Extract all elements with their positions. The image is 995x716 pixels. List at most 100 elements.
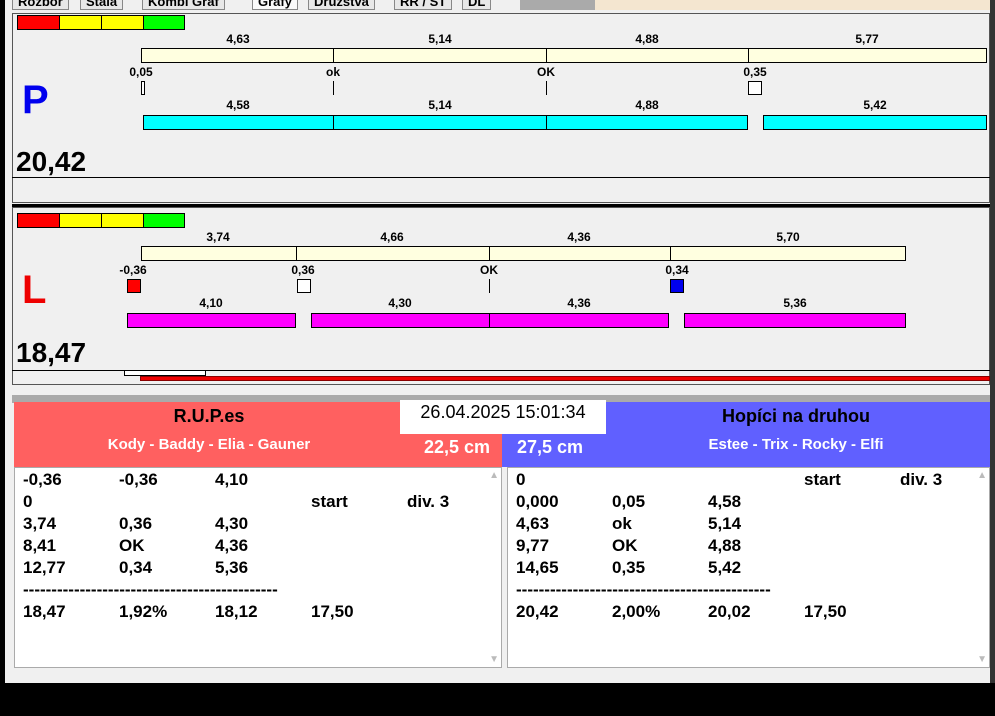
run-bar	[143, 115, 748, 130]
run-label: 5,36	[783, 296, 807, 310]
result-cell: 17,50	[311, 602, 354, 621]
top-label: 4,63	[226, 32, 250, 46]
top-label: 4,88	[635, 32, 659, 46]
run-label: 5,42	[863, 98, 887, 112]
result-cell: 2,00%	[612, 602, 661, 621]
result-cell: 14,65	[516, 558, 559, 577]
run-label: 4,58	[226, 98, 250, 112]
rating-segment	[101, 15, 144, 30]
result-cell: 0,000	[516, 492, 559, 511]
result-cell: 18,47	[23, 602, 66, 621]
diff-label: 0,05	[129, 65, 153, 79]
result-cell: 0	[516, 470, 526, 489]
result-cell: 0	[23, 492, 33, 511]
bar-divider	[333, 49, 334, 62]
result-cell: 0,35	[612, 558, 646, 577]
team-right-header: Hopíci na druhou Estee - Trix - Rocky - …	[502, 402, 990, 467]
bar-divider	[296, 247, 297, 260]
team-right-results[interactable]: ▲ ▼ 0 start div. 3 0,000 0,05 4,58 4,63 ok 5,14 9,7…	[507, 467, 990, 668]
result-cell: div. 3	[900, 470, 943, 489]
ok-tick	[333, 81, 334, 95]
team-left-results[interactable]: ▲ ▼ -0,36 -0,36 4,10 0 start div. 3 3,74 0,36 4,30…	[14, 467, 502, 668]
diff-marker	[141, 81, 145, 95]
tab-3[interactable]: Grafy	[252, 0, 298, 10]
team-name: R.U.P.es	[173, 406, 245, 426]
run-label: 4,88	[635, 98, 659, 112]
result-cell: OK	[612, 536, 638, 555]
result-cell: 5,36	[215, 558, 249, 577]
result-cell: 4,58	[708, 492, 742, 511]
diff-marker	[748, 81, 762, 95]
tabstrip-gap	[520, 0, 595, 10]
tab-1[interactable]: Stala	[80, 0, 124, 10]
team-height: 22,5 cm	[423, 437, 490, 457]
lane-p-total: 20,42	[16, 146, 87, 177]
run-bar	[684, 313, 906, 328]
diff-label: ok	[325, 65, 341, 79]
progress-bar	[140, 376, 990, 381]
result-cell: 0,34	[119, 558, 153, 577]
bar-divider	[333, 116, 334, 129]
top-label: 3,74	[206, 230, 230, 244]
ok-tick	[489, 279, 490, 293]
top-label: 4,36	[567, 230, 591, 244]
bar-divider	[546, 116, 547, 129]
rating-segment	[59, 213, 102, 228]
result-cell: 20,42	[516, 602, 559, 621]
lane-l-panel	[12, 207, 990, 385]
diff-label: -0,36	[119, 263, 147, 277]
team-name: Hopíci na druhou	[722, 406, 870, 426]
result-cell: ok	[612, 514, 632, 533]
tab-2[interactable]: Kombi Graf	[142, 0, 225, 10]
diff-label: 0,35	[743, 65, 767, 79]
run-label: 5,14	[428, 98, 452, 112]
diff-label: OK	[537, 65, 555, 79]
tab-0[interactable]: Rozbor	[12, 0, 69, 10]
divider	[12, 204, 990, 207]
result-cell: 0,36	[119, 514, 153, 533]
top-label: 5,70	[776, 230, 800, 244]
rating-segment	[17, 213, 60, 228]
result-cell: ----------------------------------------…	[23, 580, 278, 599]
lane-l-total: 18,47	[16, 337, 87, 368]
result-cell: 3,74	[23, 514, 57, 533]
rating-segment	[101, 213, 144, 228]
diff-label: 0,34	[665, 263, 689, 277]
top-label: 4,66	[380, 230, 404, 244]
result-cell: start	[804, 470, 841, 489]
rating-segment	[17, 15, 60, 30]
result-cell: 4,88	[708, 536, 742, 555]
run-label: 4,36	[567, 296, 591, 310]
bar-divider	[748, 49, 749, 62]
reference-bar	[141, 48, 987, 63]
tab-6[interactable]: DL	[462, 0, 492, 10]
result-cell: ----------------------------------------…	[516, 580, 771, 599]
tab-5[interactable]: RR / ST	[394, 0, 453, 10]
tabstrip-bg	[595, 0, 990, 10]
result-cell: 4,36	[215, 536, 249, 555]
bar-divider	[546, 49, 547, 62]
result-cell: 9,77	[516, 536, 550, 555]
top-label: 5,77	[855, 32, 879, 46]
result-cell: start	[311, 492, 348, 511]
bar-divider	[489, 314, 490, 327]
result-cell: 4,30	[215, 514, 249, 533]
divider	[12, 177, 990, 178]
top-label: 5,14	[428, 32, 452, 46]
progress-marker	[124, 370, 206, 376]
bar-divider	[670, 247, 671, 260]
result-cell: 5,42	[708, 558, 742, 577]
gap	[12, 395, 990, 403]
rating-segment	[143, 15, 185, 30]
diff-marker	[127, 279, 141, 293]
result-cell: 1,92%	[119, 602, 168, 621]
result-cell: 4,10	[215, 470, 249, 489]
tab-4[interactable]: Družstva	[308, 0, 375, 10]
team-members: Kody - Baddy - Elia - Gauner	[107, 436, 311, 453]
team-height: 27,5 cm	[517, 437, 584, 457]
result-cell: 8,41	[23, 536, 57, 555]
divider	[12, 370, 990, 371]
diff-label: 0,36	[291, 263, 315, 277]
datetime: 26.04.2025 15:01:34	[400, 400, 606, 434]
result-cell: 5,14	[708, 514, 742, 533]
